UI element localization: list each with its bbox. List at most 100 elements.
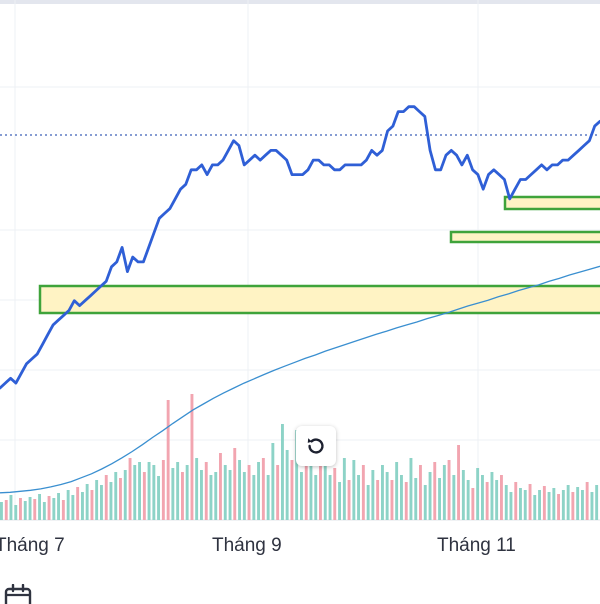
volume-bar: [371, 470, 375, 520]
volume-bar: [557, 494, 560, 520]
reset-zoom-button[interactable]: [296, 426, 336, 466]
volume-bar: [252, 475, 256, 520]
volume-bar: [361, 465, 365, 520]
support-zone[interactable]: [449, 230, 600, 244]
volume-bar: [247, 465, 251, 520]
volume-bars: [0, 394, 599, 520]
volume-bar: [200, 470, 203, 520]
support-zone[interactable]: [503, 195, 600, 211]
volume-bar: [395, 462, 399, 520]
volume-bar: [585, 482, 589, 520]
volume-bar: [566, 485, 570, 520]
volume-bar: [266, 475, 270, 520]
volume-bar: [281, 424, 284, 520]
volume-bar: [57, 493, 60, 520]
volume-bar: [357, 475, 360, 520]
volume-bar: [9, 495, 13, 520]
volume-bar: [423, 485, 427, 520]
volume-bar: [347, 480, 351, 520]
volume-bar: [119, 478, 122, 520]
volume-bar: [309, 458, 313, 520]
volume-bar: [195, 458, 199, 520]
volume-bar: [223, 465, 227, 520]
volume-bar: [528, 484, 532, 520]
volume-bar: [509, 492, 513, 520]
volume-bar: [71, 495, 75, 520]
volume-bar: [152, 465, 156, 520]
volume-bar: [233, 448, 237, 520]
volume-bar: [457, 445, 460, 520]
volume-bar: [452, 475, 456, 520]
volume-bar: [85, 484, 89, 520]
volume-bar: [295, 430, 299, 520]
volume-bar: [161, 460, 165, 520]
volume-bar: [342, 458, 346, 520]
volume-bar: [38, 494, 41, 520]
volume-bar: [428, 472, 432, 520]
volume-bar: [95, 480, 99, 520]
volume-bar: [352, 460, 356, 520]
volume-bar: [100, 485, 103, 520]
volume-bar: [238, 460, 241, 520]
volume-bar: [319, 465, 322, 520]
chart-top-border: [0, 0, 600, 4]
volume-bar: [442, 465, 446, 520]
volume-bar: [581, 490, 584, 520]
volume-bar: [285, 450, 289, 520]
volume-bar: [181, 472, 184, 520]
volume-bar: [481, 475, 484, 520]
volume-bar: [438, 478, 441, 520]
volume-bar: [128, 458, 132, 520]
volume-bar: [190, 394, 194, 520]
x-tick-label: Tháng 7: [0, 535, 65, 556]
volume-bar: [523, 490, 527, 520]
volume-bar: [47, 496, 51, 520]
volume-bar: [19, 498, 22, 520]
volume-bar: [42, 502, 46, 520]
volume-bar: [471, 488, 475, 520]
volume-bar: [519, 488, 522, 520]
calendar-icon[interactable]: [4, 584, 32, 604]
volume-bar: [576, 487, 580, 520]
volume-bar: [228, 470, 232, 520]
volume-bar: [66, 490, 70, 520]
volume-bar: [381, 465, 384, 520]
moving-average-line: [0, 265, 600, 494]
x-tick-label: Tháng 9: [212, 535, 282, 556]
volume-bar: [138, 462, 141, 520]
support-zones: [38, 195, 600, 315]
volume-bar: [538, 490, 541, 520]
volume-bar: [390, 480, 394, 520]
volume-bar: [561, 490, 565, 520]
volume-bar: [185, 465, 189, 520]
volume-bar: [52, 498, 56, 520]
volume-bar: [547, 492, 551, 520]
volume-bar: [4, 500, 8, 520]
x-tick-label: Tháng 11: [437, 535, 516, 556]
volume-bar: [314, 475, 318, 520]
volume-bar: [176, 462, 180, 520]
volume-bar: [123, 470, 127, 520]
support-zone[interactable]: [38, 284, 600, 315]
volume-bar: [542, 486, 546, 520]
volume-bar: [204, 462, 208, 520]
volume-bar: [419, 465, 422, 520]
volume-bar: [33, 499, 37, 520]
volume-bar: [142, 472, 146, 520]
volume-bar: [552, 488, 556, 520]
volume-bar: [23, 501, 27, 520]
volume-bar: [376, 480, 380, 520]
volume-bar: [504, 485, 508, 520]
volume-bar: [166, 400, 170, 520]
volume-bar: [385, 472, 389, 520]
volume-bar: [571, 492, 575, 520]
volume-bar: [476, 468, 480, 520]
volume-bar: [171, 468, 175, 520]
volume-bar: [276, 465, 280, 520]
volume-bar: [76, 487, 80, 520]
volume-bar: [338, 482, 341, 520]
volume-bar: [214, 472, 218, 520]
rotate-ccw-icon: [307, 438, 324, 454]
volume-bar: [333, 468, 337, 520]
